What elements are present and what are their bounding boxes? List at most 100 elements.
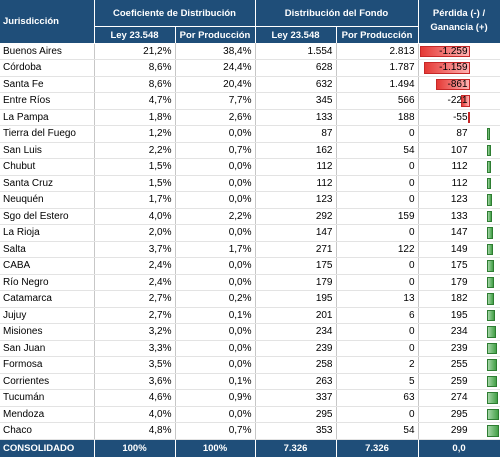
gain-loss-cell: -1.259: [418, 43, 500, 60]
table-row: Neuquén 1,7% 0,0% 123 0 123: [0, 191, 500, 209]
table-row: Formosa 3,5% 0,0% 258 2 255: [0, 356, 500, 374]
gain-bar: [486, 309, 495, 321]
gain-loss-value: 299: [450, 425, 468, 436]
gain-loss-value: 295: [450, 408, 468, 420]
gain-loss-cell: 239: [418, 340, 500, 357]
table-row: Santa Cruz 1,5% 0,0% 112 0 112: [0, 175, 500, 192]
header-row-sub: Ley 23.548 Por Producción Ley 23.548 Por…: [0, 26, 500, 43]
jurisdiction-cell: Tucumán: [0, 389, 95, 407]
dist-ley-cell: 295: [255, 406, 337, 423]
dist-ley-cell: 258: [255, 356, 337, 374]
gain-loss-value: -1.159: [439, 62, 468, 73]
gain-loss-value: 133: [450, 210, 468, 222]
jurisdiction-cell: Formosa: [0, 356, 95, 374]
dist-ley-cell: 195: [255, 290, 337, 308]
dist-ley-cell: 162: [255, 142, 337, 159]
dist-prod-cell: 1.494: [336, 76, 419, 93]
dist-prod-cell: 122: [336, 241, 419, 258]
coef-ley-cell: 21,2%: [94, 43, 176, 60]
gain-bar: [486, 342, 497, 354]
jurisdiction-cell: Córdoba: [0, 59, 95, 77]
coef-ley-cell: 1,8%: [94, 109, 176, 126]
gain-loss-value: 234: [450, 326, 468, 337]
gain-loss-cell: -861: [418, 76, 500, 93]
table-row: Chubut 1,5% 0,0% 112 0 112: [0, 158, 500, 176]
dist-prod-cell: 54: [336, 142, 419, 159]
gain-loss-value: 112: [451, 161, 468, 172]
jurisdiction-cell: Chaco: [0, 422, 95, 440]
coef-ley-cell: 3,7%: [94, 241, 176, 258]
table-row: Misiones 3,2% 0,0% 234 0 234: [0, 323, 500, 341]
dist-prod-cell: 0: [336, 340, 419, 357]
dist-ley-cell: 234: [255, 323, 337, 341]
jurisdiction-cell: La Rioja: [0, 224, 95, 242]
table-row: Corrientes 3,6% 0,1% 263 5 259: [0, 373, 500, 390]
table-row: San Juan 3,3% 0,0% 239 0 239: [0, 340, 500, 357]
jurisdiction-cell: Buenos Aires: [0, 43, 95, 60]
perdida-header-line2: Ganancia (+): [430, 22, 488, 34]
coef-prod-cell: 0,0%: [175, 191, 256, 209]
loss-bar: [435, 78, 470, 90]
coef-ley-cell: 4,8%: [94, 422, 176, 440]
total-row: CONSOLIDADO 100% 100% 7.326 7.326 0,0: [0, 439, 500, 457]
jurisdiction-cell: Entre Ríos: [0, 92, 95, 110]
gain-loss-cell: 234: [418, 323, 500, 341]
total-coef-prod: 100%: [175, 439, 256, 457]
coef-prod-subheader: Por Producción: [175, 26, 256, 43]
dist-ley-cell: 175: [255, 257, 337, 275]
coef-ley-cell: 8,6%: [94, 76, 176, 93]
coef-prod-cell: 0,0%: [175, 175, 256, 192]
jurisdiction-cell: Jujuy: [0, 307, 95, 324]
dist-prod-cell: 5: [336, 373, 419, 390]
coef-ley-cell: 3,3%: [94, 340, 176, 357]
gain-loss-cell: 175: [418, 257, 500, 275]
gain-loss-cell: -221: [418, 92, 500, 110]
gain-bar: [486, 144, 491, 156]
gain-loss-value: -1.259: [439, 45, 468, 57]
dist-ley-cell: 133: [255, 109, 337, 126]
gain-loss-cell: 147: [418, 224, 500, 242]
coef-ley-cell: 3,6%: [94, 373, 176, 390]
coef-prod-cell: 0,7%: [175, 422, 256, 440]
header-row-top: Jurisdicción Coeficiente de Distribución…: [0, 0, 500, 44]
gain-bar: [486, 276, 494, 288]
dist-ley-cell: 112: [255, 158, 337, 176]
coef-prod-cell: 2,2%: [175, 208, 256, 225]
coef-prod-cell: 0,0%: [175, 323, 256, 341]
dist-ley-cell: 147: [255, 224, 337, 242]
jurisdiction-cell: Catamarca: [0, 290, 95, 308]
total-dist-ley: 7.326: [255, 439, 337, 457]
table-row: San Luis 2,2% 0,7% 162 54 107: [0, 142, 500, 159]
gain-loss-cell: 195: [418, 307, 500, 324]
gain-loss-value: 87: [456, 128, 468, 139]
gain-bar: [486, 375, 497, 387]
gain-loss-value: 259: [450, 375, 468, 387]
dist-prod-cell: 0: [336, 406, 419, 423]
dist-prod-cell: 2: [336, 356, 419, 374]
gain-loss-cell: 107: [418, 142, 500, 159]
dist-prod-cell: 13: [336, 290, 419, 308]
jurisdiction-cell: Tierra del Fuego: [0, 125, 95, 143]
coef-prod-cell: 2,6%: [175, 109, 256, 126]
table-row: Salta 3,7% 1,7% 271 122 149: [0, 241, 500, 258]
loss-bar: [419, 45, 470, 57]
coef-prod-cell: 0,0%: [175, 257, 256, 275]
table-row: Mendoza 4,0% 0,0% 295 0 295: [0, 406, 500, 423]
table-row: Jujuy 2,7% 0,1% 201 6 195: [0, 307, 500, 324]
gain-bar: [486, 326, 496, 338]
total-coef-ley: 100%: [94, 439, 176, 457]
dist-ley-cell: 201: [255, 307, 337, 324]
gain-bar: [486, 425, 499, 437]
gain-loss-value: -55: [453, 111, 468, 123]
dist-ley-cell: 345: [255, 92, 337, 110]
gain-loss-value: 255: [450, 359, 468, 370]
dist-prod-cell: 0: [336, 125, 419, 143]
gain-loss-value: 112: [451, 177, 468, 189]
coef-ley-cell: 3,2%: [94, 323, 176, 341]
coef-ley-cell: 4,0%: [94, 208, 176, 225]
coef-ley-cell: 4,7%: [94, 92, 176, 110]
coef-ley-cell: 1,2%: [94, 125, 176, 143]
dist-prod-cell: 188: [336, 109, 419, 126]
dist-ley-cell: 87: [255, 125, 337, 143]
